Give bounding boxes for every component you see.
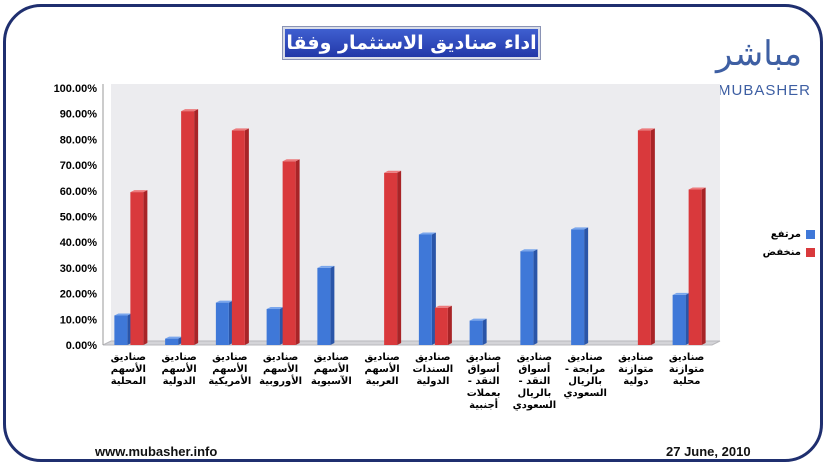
- bar-side: [533, 249, 538, 345]
- bar-side: [584, 227, 589, 345]
- bar-top: [215, 300, 233, 303]
- x-tick-label: صناديق أسواق النقد - بالريال السعودي: [512, 352, 557, 411]
- bar-top: [520, 249, 538, 252]
- bar-top: [637, 128, 655, 131]
- legend-swatch-high: [806, 230, 815, 239]
- logo-english: MUBASHER: [718, 82, 812, 99]
- bar-high: [469, 320, 483, 345]
- bar-top: [469, 318, 487, 321]
- y-tick-label: 50.00%: [60, 212, 98, 224]
- bar-side: [447, 305, 452, 345]
- bar-low: [130, 192, 144, 345]
- y-tick-label: 10.00%: [60, 314, 98, 326]
- y-tick-label: 30.00%: [60, 263, 98, 275]
- bar-high: [418, 234, 432, 345]
- bar-side: [397, 170, 402, 345]
- bar-top: [418, 232, 436, 235]
- bar-top: [181, 109, 199, 112]
- y-tick-label: 20.00%: [60, 289, 98, 301]
- bar-top: [266, 307, 284, 310]
- bar-high: [215, 302, 229, 345]
- bar-high: [571, 229, 585, 345]
- bar-low: [231, 130, 245, 345]
- legend-label-high: مرتفع: [770, 229, 801, 240]
- y-tick-label: 100.00%: [54, 83, 98, 95]
- y-tick-label: 80.00%: [60, 134, 98, 146]
- x-tick-label: صناديق أسواق النقد - بعملات أجنبية: [465, 352, 502, 411]
- bar-high: [317, 267, 331, 345]
- bar-low: [181, 111, 195, 345]
- bar-side: [701, 187, 706, 345]
- bar-low: [637, 130, 651, 345]
- bar-top: [434, 305, 452, 308]
- x-tick-label: صناديق الأسهم الأوروبية: [259, 352, 303, 387]
- bar-side: [143, 190, 148, 345]
- x-tick-label: صناديق مرابحة - بالريال السعودي: [563, 352, 607, 399]
- bar-low: [282, 161, 296, 345]
- y-tick-label: 40.00%: [60, 237, 98, 249]
- bar-top: [571, 227, 589, 230]
- x-tick-label: صناديق الأسهم المحلية: [110, 352, 147, 387]
- bar-high: [672, 294, 686, 345]
- x-tick-label: صناديق الأسهم العربية: [364, 352, 400, 387]
- y-tick-label: 0.00%: [66, 340, 97, 352]
- date-text: 27 June, 2010: [666, 444, 751, 459]
- website-text: www.mubasher.info: [95, 444, 218, 459]
- legend-label-low: منخفض: [762, 247, 801, 258]
- bar-high: [114, 315, 128, 345]
- bar-low: [384, 172, 398, 345]
- bar-top: [672, 292, 690, 295]
- bar-low: [688, 189, 702, 345]
- bar-top: [384, 170, 402, 173]
- bar-top: [231, 128, 249, 131]
- x-tick-label: صناديق متوازنة محلية: [668, 352, 705, 387]
- y-tick-label: 90.00%: [60, 109, 98, 121]
- plot-floor: [102, 340, 721, 346]
- bar-high: [165, 338, 179, 345]
- bar-top: [130, 190, 148, 193]
- legend-item-low: منخفض: [735, 244, 815, 262]
- bar-side: [194, 109, 199, 345]
- plot-area: [103, 84, 720, 345]
- logo-arabic: مباشر: [716, 34, 803, 74]
- bar-top: [165, 336, 183, 339]
- x-tick-label: صناديق متوازنة دولية: [618, 352, 654, 387]
- bar-top: [317, 265, 335, 268]
- bar-low: [434, 307, 448, 345]
- bar-high: [266, 309, 280, 345]
- x-tick-label: صناديق السندات الدولية: [412, 352, 454, 387]
- bar-side: [244, 128, 249, 345]
- bar-side: [330, 265, 335, 345]
- x-tick-label: صناديق الأسهم الأمريكية: [208, 352, 252, 387]
- legend: مرتفع منخفض: [735, 226, 815, 262]
- bar-top: [114, 313, 132, 316]
- bar-side: [482, 318, 487, 345]
- bar-high: [520, 251, 534, 345]
- bar-side: [295, 159, 300, 345]
- legend-swatch-low: [806, 248, 815, 257]
- chart-title: اداء صناديق الاستثمار وفقا لفئتها: [283, 27, 540, 82]
- mubasher-logo: مباشر MUBASHER: [708, 34, 823, 109]
- bar-top: [282, 159, 300, 162]
- legend-item-high: مرتفع: [735, 226, 815, 244]
- bar-top: [688, 187, 706, 190]
- y-tick-label: 70.00%: [60, 160, 98, 172]
- y-tick-label: 60.00%: [60, 186, 98, 198]
- x-tick-label: صناديق الأسهم الآسيوية: [310, 352, 352, 387]
- x-tick-label: صناديق الأسهم الدولية: [161, 352, 197, 387]
- bar-side: [650, 128, 655, 345]
